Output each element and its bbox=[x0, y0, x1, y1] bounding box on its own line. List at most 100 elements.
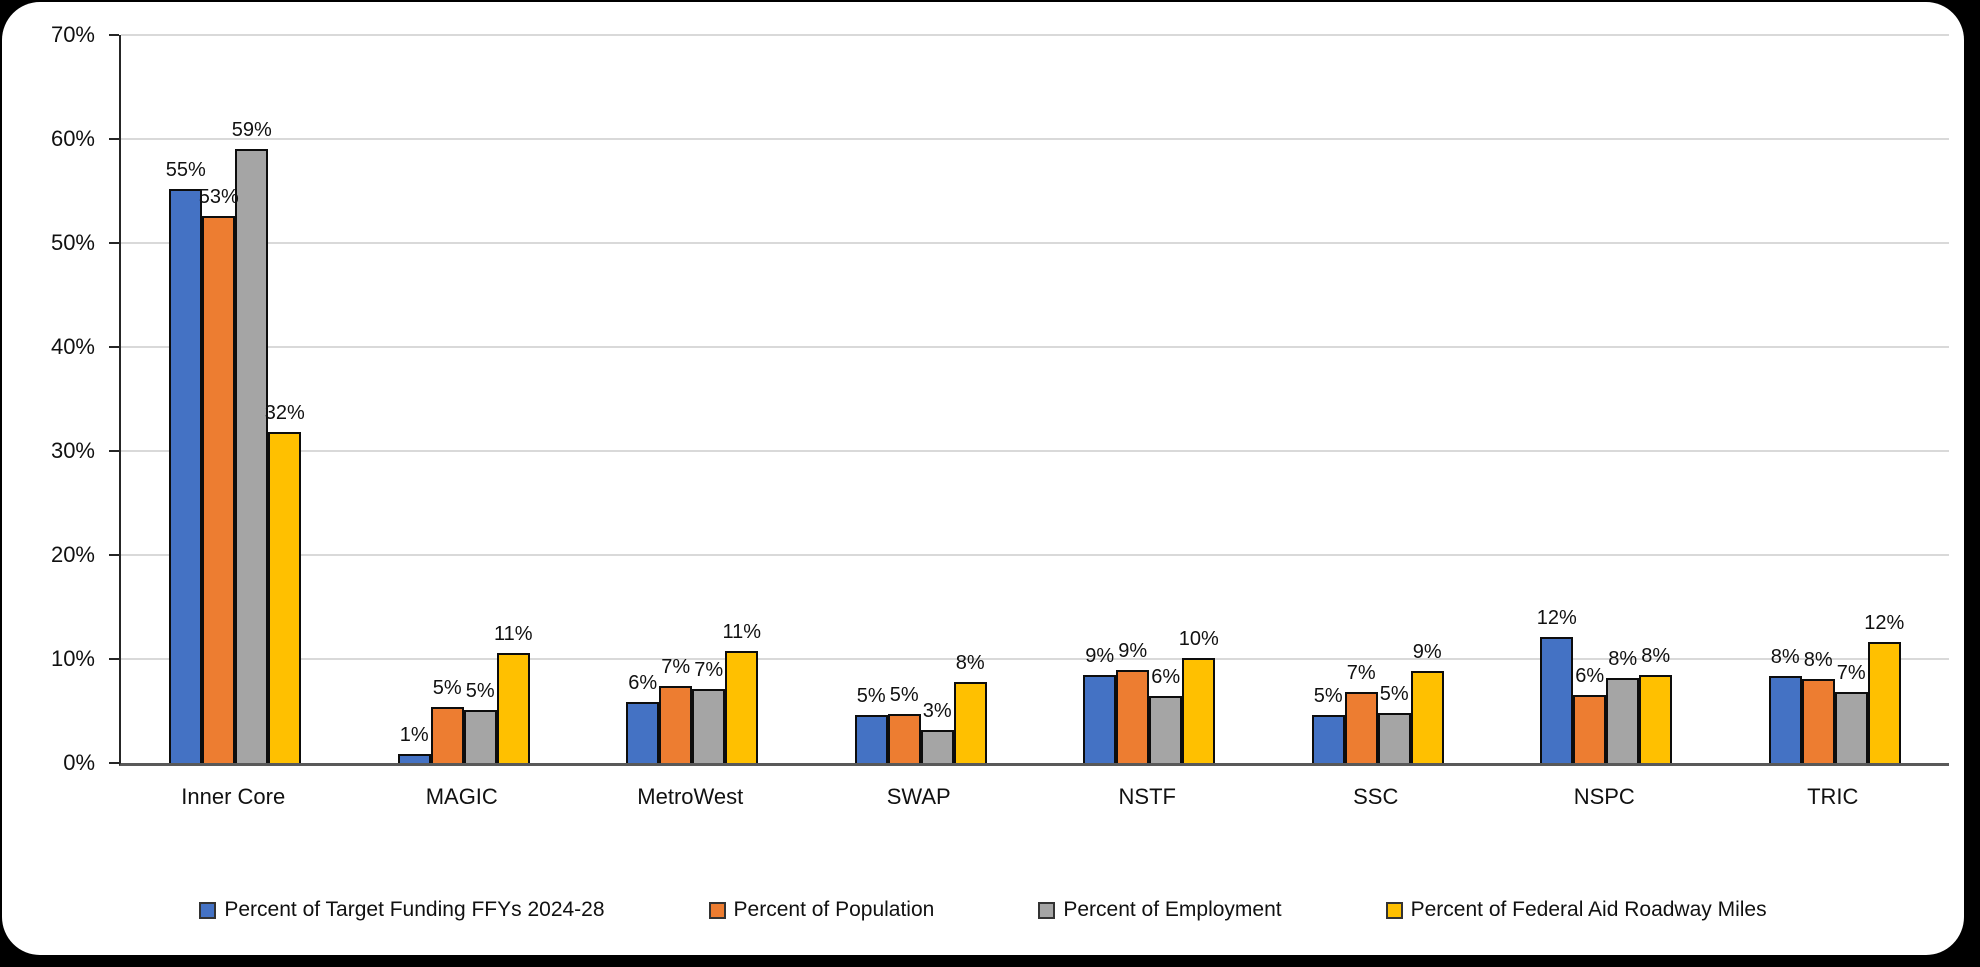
bar bbox=[1768, 675, 1802, 763]
bar-group: 5% 5% 3% 8% bbox=[807, 35, 1036, 763]
bar-group: 5% 7% 5% 9% bbox=[1264, 35, 1493, 763]
legend-item: Percent of Employment bbox=[1038, 898, 1282, 922]
bar-value-label: 8% bbox=[1803, 648, 1833, 671]
bar bbox=[430, 706, 464, 763]
bar-group: 12% 6% 8% 8% bbox=[1492, 35, 1721, 763]
bar-value-label: 11% bbox=[493, 622, 533, 645]
bar bbox=[1801, 678, 1835, 763]
bar-value-label: 12% bbox=[1864, 612, 1905, 635]
legend-item: Percent of Target Funding FFYs 2024-28 bbox=[199, 898, 605, 922]
bar bbox=[1149, 696, 1183, 763]
bar bbox=[397, 753, 431, 763]
bar-value-label: 7% bbox=[1836, 662, 1866, 685]
bar-slot: 6% bbox=[1573, 35, 1607, 763]
legend-label: Percent of Federal Aid Roadway Miles bbox=[1410, 898, 1767, 921]
bar-groups: 55% 53% 59% 32% 1% 5% 5% 11% 6% 7% 7% 11% 5% 5% 3% 8% 9%… bbox=[121, 35, 1949, 763]
bar bbox=[1834, 692, 1868, 763]
y-tick-mark bbox=[109, 450, 119, 452]
legend-label: Percent of Target Funding FFYs 2024-28 bbox=[224, 898, 605, 921]
bar bbox=[626, 701, 660, 763]
y-tick-mark bbox=[109, 242, 119, 244]
bar bbox=[202, 215, 236, 763]
bar-slot: 12% bbox=[1537, 35, 1577, 763]
bar bbox=[920, 729, 954, 763]
bar-value-label: 10% bbox=[1178, 627, 1219, 650]
legend-item: Percent of Federal Aid Roadway Miles bbox=[1385, 898, 1767, 922]
y-tick-label: 0% bbox=[63, 750, 95, 775]
bar bbox=[463, 709, 497, 763]
legend-swatch-icon bbox=[1038, 901, 1056, 919]
bar-slot: 10% bbox=[1179, 35, 1219, 763]
bar bbox=[887, 714, 921, 763]
bar-slot: 5% bbox=[1311, 35, 1345, 763]
y-axis: 0% 10% 20% 30% 40% 50% 60% 70% bbox=[2, 22, 119, 775]
bar-value-label: 5% bbox=[856, 685, 886, 708]
bar bbox=[692, 689, 726, 763]
bar-value-label: 9% bbox=[1118, 640, 1148, 663]
category-label: SWAP bbox=[886, 784, 951, 809]
bar-value-label: 5% bbox=[432, 676, 462, 699]
bar bbox=[1573, 695, 1607, 763]
bar bbox=[169, 188, 203, 763]
bar bbox=[1639, 674, 1673, 763]
bar-value-label: 8% bbox=[1608, 647, 1638, 670]
bar-value-label: 5% bbox=[465, 679, 495, 702]
bar-value-label: 6% bbox=[1151, 666, 1181, 689]
bar bbox=[1116, 670, 1150, 763]
legend-swatch-icon bbox=[708, 901, 726, 919]
bar-slot: 1% bbox=[397, 35, 431, 763]
bar-value-label: 59% bbox=[231, 119, 272, 142]
bar-group: 9% 9% 6% 10% bbox=[1035, 35, 1264, 763]
bar-slot: 7% bbox=[1344, 35, 1378, 763]
bar-slot: 9% bbox=[1083, 35, 1117, 763]
legend-swatch-icon bbox=[199, 901, 217, 919]
y-tick-label: 60% bbox=[50, 126, 95, 151]
legend-item: Percent of Population bbox=[708, 898, 934, 922]
bar-group: 6% 7% 7% 11% bbox=[578, 35, 807, 763]
bar-slot: 7% bbox=[659, 35, 693, 763]
y-tick-mark bbox=[109, 138, 119, 140]
bar bbox=[235, 149, 269, 763]
gridline bbox=[121, 449, 1949, 452]
category-label: NSTF bbox=[1118, 784, 1176, 809]
bar-slot: 7% bbox=[692, 35, 726, 763]
bar-group: 55% 53% 59% 32% bbox=[121, 35, 350, 763]
category-label: MAGIC bbox=[425, 784, 498, 809]
bar-value-label: 55% bbox=[165, 158, 206, 181]
y-tick-label: 70% bbox=[50, 22, 95, 47]
category-label: Inner Core bbox=[181, 784, 286, 809]
bar bbox=[1344, 692, 1378, 763]
y-tick-label: 30% bbox=[50, 438, 95, 463]
bar-value-label: 6% bbox=[628, 671, 658, 694]
bar-slot: 11% bbox=[722, 35, 762, 763]
y-tick-mark bbox=[109, 346, 119, 348]
bar bbox=[1540, 637, 1574, 763]
y-tick-mark bbox=[109, 658, 119, 660]
bar-value-label: 6% bbox=[1575, 665, 1605, 688]
y-tick-mark bbox=[109, 554, 119, 556]
bar-group: 8% 8% 7% 12% bbox=[1721, 35, 1950, 763]
bar-slot: 3% bbox=[920, 35, 954, 763]
bar-value-label: 1% bbox=[399, 723, 429, 746]
bar-slot: 55% bbox=[166, 35, 206, 763]
bar bbox=[496, 652, 530, 763]
y-tick-label: 10% bbox=[50, 646, 95, 671]
bar-value-label: 5% bbox=[1313, 685, 1343, 708]
x-axis-category-labels: Inner Core MAGIC MetroWest SWAP NSTF SSC NSPC T… bbox=[119, 784, 1947, 810]
bar-slot: 9% bbox=[1410, 35, 1444, 763]
bar-value-label: 7% bbox=[661, 656, 691, 679]
bar bbox=[1083, 674, 1117, 763]
gridline bbox=[121, 241, 1949, 244]
bar-value-label: 5% bbox=[1379, 683, 1409, 706]
category-label: NSPC bbox=[1573, 784, 1635, 809]
bar bbox=[1867, 642, 1901, 763]
bar-slot: 9% bbox=[1116, 35, 1150, 763]
bar-value-label: 5% bbox=[889, 684, 919, 707]
bar-slot: 6% bbox=[1149, 35, 1183, 763]
category-label: SSC bbox=[1353, 784, 1399, 809]
bar bbox=[1182, 657, 1216, 763]
bar-slot: 8% bbox=[1768, 35, 1802, 763]
bar-slot: 5% bbox=[1377, 35, 1411, 763]
bar-value-label: 11% bbox=[722, 620, 762, 643]
legend: Percent of Target Funding FFYs 2024-28 Pe… bbox=[2, 898, 1964, 922]
